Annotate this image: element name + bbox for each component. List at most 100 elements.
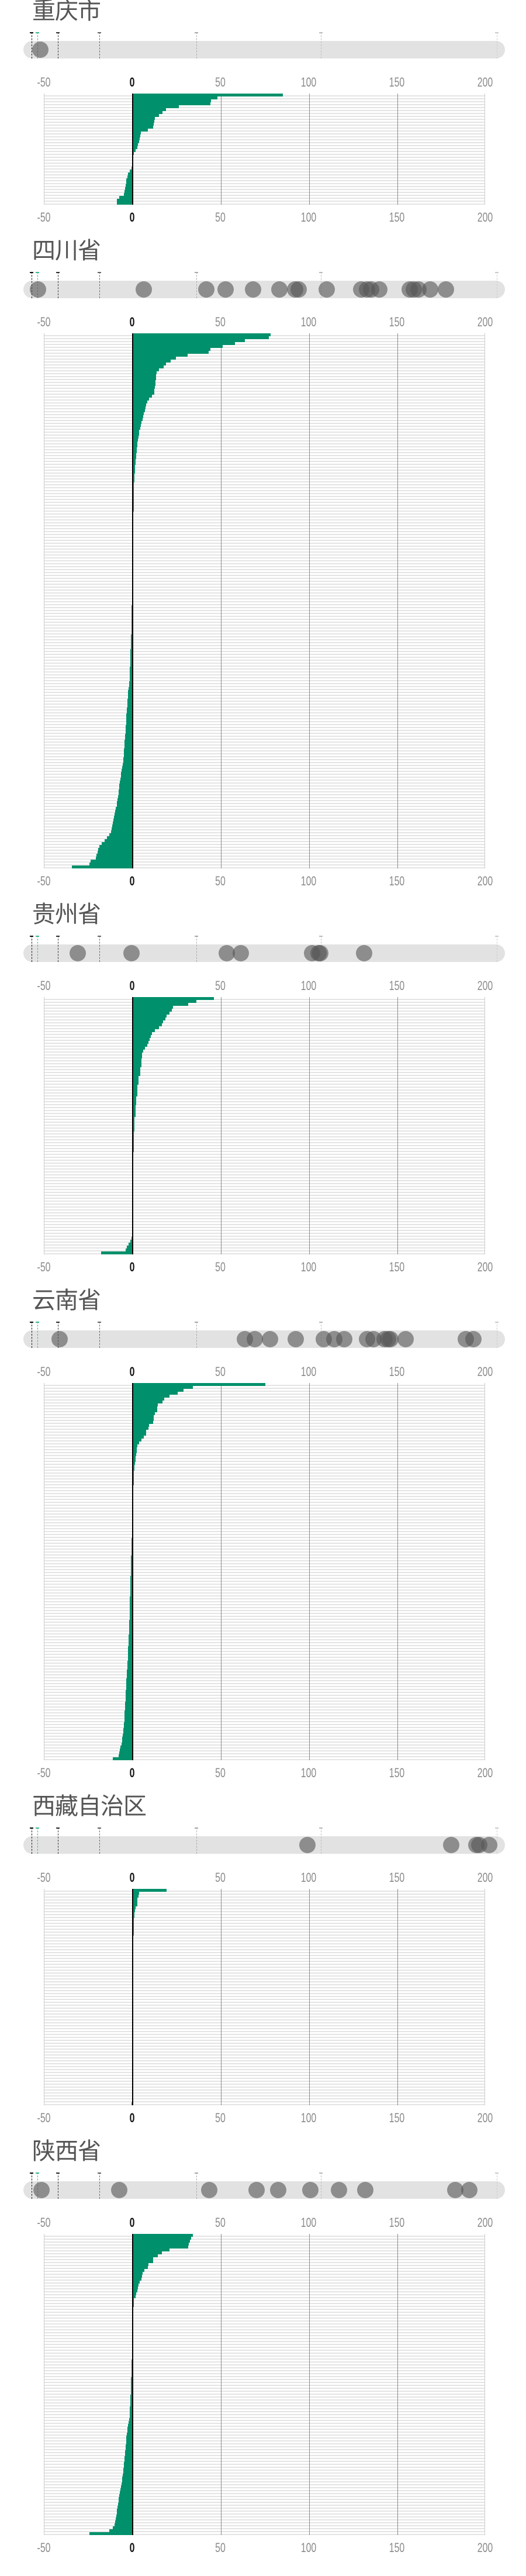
bar bbox=[123, 2465, 133, 2468]
bar bbox=[133, 1392, 178, 1395]
gridline bbox=[397, 333, 398, 868]
distribution-strip bbox=[23, 272, 505, 298]
strip-dot bbox=[302, 2182, 319, 2198]
bar bbox=[125, 1702, 133, 1705]
bar bbox=[131, 2371, 133, 2374]
bar bbox=[119, 1751, 133, 1754]
strip-dot bbox=[29, 281, 46, 298]
x-tick-label: 100 bbox=[300, 2540, 317, 2555]
strip-marker bbox=[37, 1322, 38, 1348]
strip-marker-cap bbox=[98, 1322, 102, 1323]
bar bbox=[130, 1582, 133, 1585]
bar bbox=[130, 1564, 133, 1567]
strip-marker-cap bbox=[494, 1322, 499, 1323]
x-tick-label: -50 bbox=[37, 1765, 51, 1780]
strip-marker bbox=[196, 2172, 197, 2199]
bar bbox=[125, 187, 133, 190]
bar bbox=[127, 693, 133, 696]
gridline bbox=[397, 94, 398, 205]
strip-marker-cap bbox=[30, 2172, 33, 2174]
strip-marker-cap bbox=[319, 1827, 323, 1829]
gridline bbox=[221, 333, 222, 868]
gridline bbox=[397, 1889, 398, 2105]
strip-marker-cap bbox=[98, 1827, 102, 1829]
bar bbox=[133, 1901, 137, 1903]
bar bbox=[114, 813, 133, 816]
strip-dot bbox=[218, 945, 235, 961]
bar bbox=[125, 728, 133, 731]
x-tick-label: 150 bbox=[389, 978, 405, 993]
bar bbox=[116, 2512, 133, 2515]
bar bbox=[133, 351, 209, 354]
x-tick-label: 150 bbox=[389, 315, 405, 329]
gridline bbox=[309, 333, 310, 868]
bar bbox=[125, 737, 133, 740]
gridline bbox=[221, 997, 222, 1254]
strip-marker-cap bbox=[319, 2172, 323, 2174]
bar bbox=[129, 687, 133, 690]
bar bbox=[130, 1599, 133, 1602]
strip-marker-cap bbox=[35, 272, 39, 273]
panel-title: 重庆市 bbox=[32, 0, 101, 24]
bar bbox=[127, 702, 133, 705]
bar bbox=[133, 2281, 140, 2284]
x-tick-label: -50 bbox=[37, 978, 51, 993]
bar bbox=[122, 2477, 133, 2480]
bar bbox=[133, 468, 135, 471]
bar bbox=[116, 2515, 133, 2518]
bar bbox=[128, 2424, 133, 2427]
bar bbox=[126, 1690, 133, 1693]
bar bbox=[130, 661, 133, 664]
strip-marker-cap bbox=[319, 1322, 323, 1323]
bar bbox=[133, 105, 179, 108]
strip-marker-cap bbox=[319, 272, 323, 273]
bar bbox=[133, 1064, 142, 1067]
x-tick-label: 0 bbox=[129, 1260, 135, 1274]
province-panel: 重庆市 -50 0 50 100 150 200 -50 0 50 100 150 200 bbox=[0, 0, 526, 240]
strip-marker-cap bbox=[35, 1827, 39, 1829]
bar bbox=[125, 734, 133, 737]
bar bbox=[123, 754, 133, 757]
bar bbox=[133, 354, 188, 357]
x-tick-label: 200 bbox=[477, 2540, 493, 2555]
bar bbox=[133, 140, 139, 143]
x-tick-label: 200 bbox=[477, 75, 493, 89]
strip-dot bbox=[123, 945, 140, 961]
strip-dot bbox=[201, 2182, 218, 2198]
x-tick-label: -50 bbox=[37, 1870, 51, 1885]
bar bbox=[117, 2509, 133, 2512]
bar bbox=[133, 132, 141, 135]
bar bbox=[131, 1553, 133, 1556]
x-tick-label: 200 bbox=[477, 210, 493, 225]
bar bbox=[126, 1681, 133, 1684]
bar bbox=[130, 2409, 133, 2412]
strip-marker-cap bbox=[494, 32, 499, 33]
bar bbox=[127, 696, 133, 699]
bar bbox=[129, 1623, 133, 1626]
bar bbox=[131, 623, 133, 626]
x-tick-label: 0 bbox=[129, 2111, 135, 2125]
bar bbox=[133, 1427, 148, 1430]
bar bbox=[133, 1453, 136, 1456]
strip-dot bbox=[245, 281, 262, 298]
bar bbox=[130, 1596, 133, 1599]
bar bbox=[129, 2421, 133, 2424]
bar bbox=[110, 830, 133, 833]
bar bbox=[130, 1588, 133, 1591]
x-tick-label: 0 bbox=[129, 2215, 135, 2230]
bar-chart bbox=[44, 997, 485, 1254]
province-panel: 陕西省 -50 0 50 100 150 200 -50 0 50 100 150 200 bbox=[0, 2139, 526, 2570]
x-tick-label: 50 bbox=[215, 2111, 226, 2125]
bar bbox=[133, 1889, 167, 1892]
bar bbox=[130, 643, 133, 646]
strip-marker bbox=[37, 936, 38, 962]
strip-marker bbox=[196, 936, 197, 962]
bar bbox=[130, 2392, 133, 2395]
bar bbox=[133, 401, 148, 404]
bar bbox=[123, 757, 133, 760]
strip-dot bbox=[356, 945, 373, 961]
bar bbox=[116, 804, 133, 807]
bar bbox=[131, 632, 133, 634]
x-axis-top: -50 0 50 100 150 200 bbox=[0, 1871, 526, 1885]
x-axis-bottom: -50 0 50 100 150 200 bbox=[0, 211, 526, 225]
